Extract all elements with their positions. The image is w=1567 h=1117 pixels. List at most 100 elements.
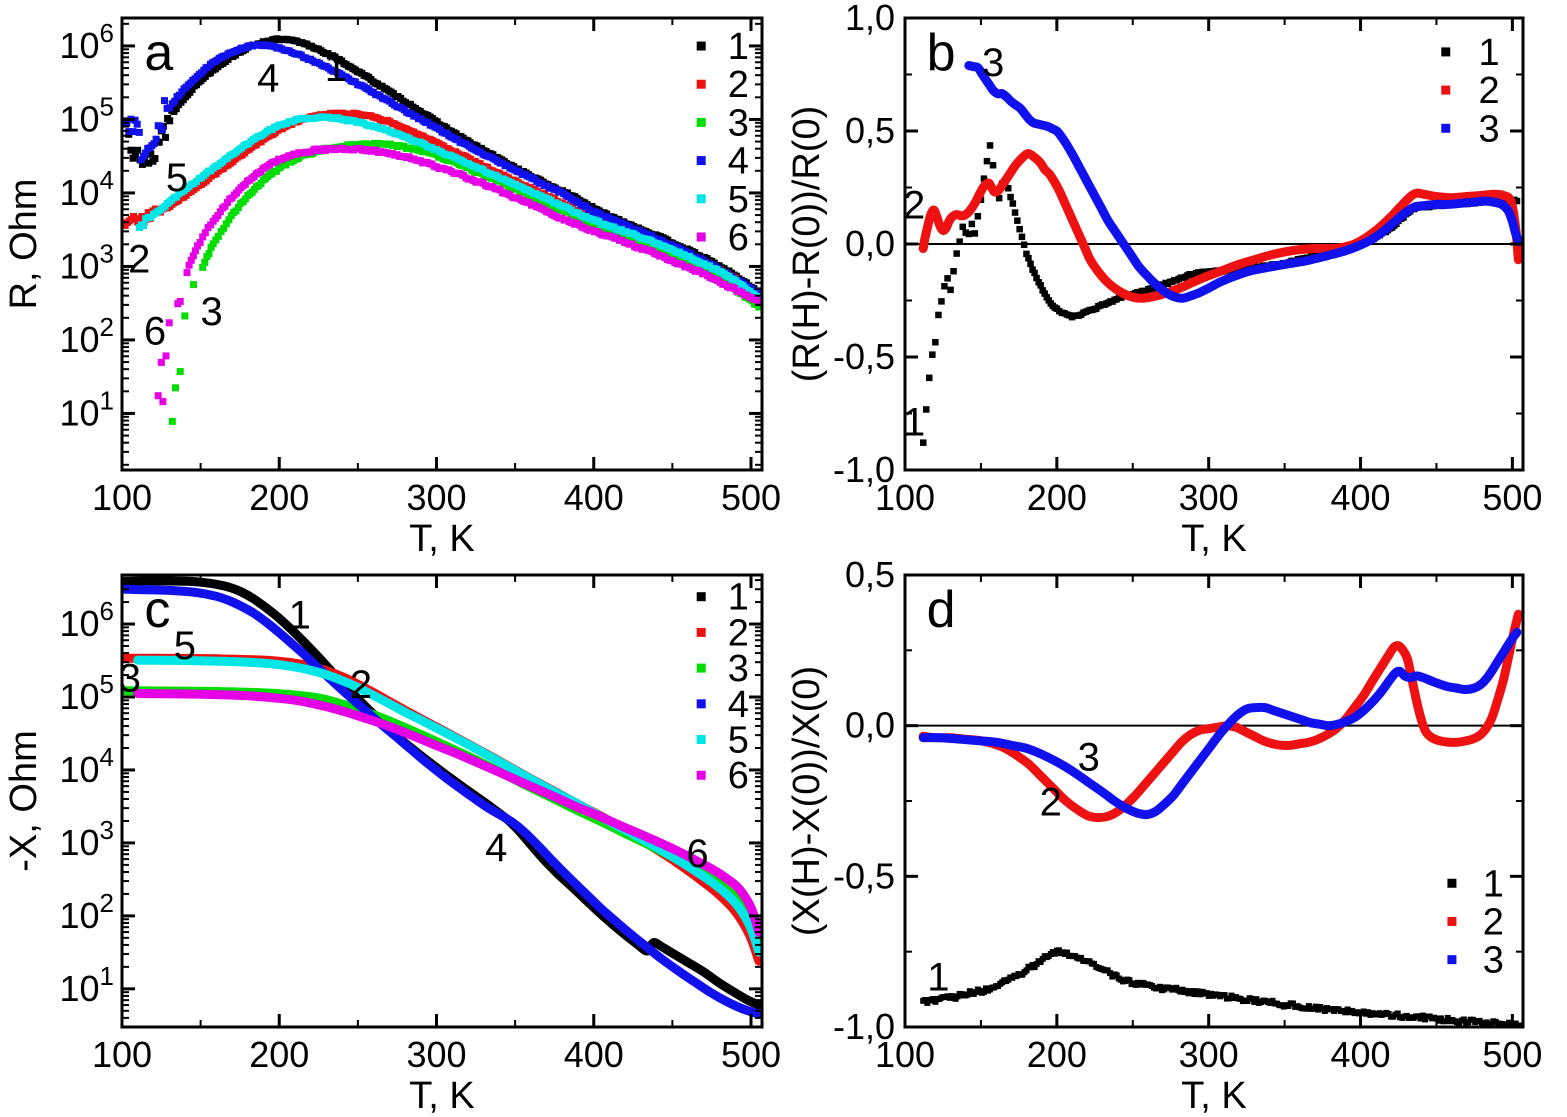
- y-axis: 0,5 0,0 -0,5 -1,0 (X(H)-X(0))/X(0): [786, 554, 895, 1047]
- x-tick-label: 500: [721, 1034, 781, 1075]
- y-axis-title: -X, Ohm: [3, 730, 45, 871]
- y-tick-label: 101: [59, 961, 114, 1009]
- axes-ticks: [903, 16, 1523, 472]
- plot-frame: [120, 573, 764, 1029]
- y-axis-title: (X(H)-X(0))/X(0): [786, 666, 828, 936]
- y-tick-label: 0,5: [845, 558, 895, 595]
- legend-marker-6: [696, 770, 706, 780]
- legend-label-1: 1: [1483, 863, 1504, 905]
- y-axis: 101 102 103 104 105 106 -X, Ohm: [3, 596, 114, 1009]
- legend-marker-2: [1447, 916, 1457, 926]
- legend-label-6: 6: [728, 217, 749, 259]
- y-axis: 1,0 0,5 0,0 -0,5 -1,0 (R(H)-R(0))/R(0): [786, 0, 895, 490]
- panel-a-chart: 100 200 300 400 500 T, K 101 102 103 104 105 106 R, …: [3, 16, 781, 560]
- curve-label-1: 1: [903, 401, 925, 445]
- series-2-curve: [122, 653, 762, 966]
- x-tick-label: 100: [875, 477, 935, 518]
- legend-label-2: 2: [1478, 70, 1499, 112]
- series-5-markers: [135, 113, 762, 303]
- panel-letter-a: a: [144, 24, 173, 82]
- y-tick-label: -0,5: [833, 855, 895, 896]
- plot-area-a: [122, 35, 762, 425]
- x-tick-label: 400: [564, 1034, 624, 1075]
- panel-letter-c: c: [144, 581, 170, 639]
- panel-b: 100 200 300 400 500 T, K 1,0 0,5 0,0 -0,5 -1,0 (R(H…: [783, 0, 1567, 563]
- x-tick-label: 100: [92, 477, 152, 518]
- legend-label-2: 2: [728, 612, 749, 654]
- x-tick-label: 300: [1179, 477, 1239, 518]
- legend-marker-1: [696, 592, 706, 602]
- legend-marker-3: [696, 117, 706, 127]
- legend-label-1: 1: [728, 577, 749, 619]
- y-tick-label: 101: [59, 385, 114, 433]
- legend-label-3: 3: [1478, 108, 1499, 150]
- x-axis-title: T, K: [1181, 1075, 1246, 1117]
- x-tick-label: 100: [92, 1034, 152, 1075]
- y-axis-title: (R(H)-R(0))/R(0): [786, 106, 828, 382]
- y-tick-label: 106: [59, 596, 114, 644]
- legend-marker-4: [696, 156, 706, 166]
- legend-label-1: 1: [728, 26, 749, 68]
- curve-label-1: 1: [325, 46, 347, 90]
- curve-label-3: 3: [982, 41, 1004, 85]
- plot-area-b: [905, 61, 1523, 446]
- y-tick-label: 105: [59, 91, 114, 139]
- annotations: 3 2 1: [903, 41, 1004, 444]
- x-tick-label: 200: [249, 1034, 309, 1075]
- legend-marker-1: [1447, 878, 1457, 888]
- x-tick-label: 200: [1027, 477, 1087, 518]
- series-2-curve: [918, 609, 1523, 823]
- y-tick-label: -1,0: [833, 449, 895, 490]
- plot-area-d: [905, 609, 1523, 1027]
- panel-c: 100 200 300 400 500 T, K 101 102 103 104 105 106 -X,…: [0, 558, 783, 1117]
- series-2-markers: [122, 109, 762, 300]
- legend-marker-6: [696, 232, 706, 242]
- axes-ticks: [903, 573, 1523, 1029]
- series-5-curve: [133, 655, 762, 957]
- panel-b-chart: 100 200 300 400 500 T, K 1,0 0,5 0,0 -0,5 -1,0 (R(H…: [786, 0, 1542, 560]
- x-tick-label: 500: [721, 477, 781, 518]
- y-tick-label: 103: [59, 238, 114, 286]
- x-tick-label: 300: [406, 1034, 466, 1075]
- legend-label-1: 1: [1478, 32, 1499, 74]
- legend-marker-3: [1441, 123, 1451, 133]
- legend-marker-2: [1441, 85, 1451, 95]
- legend-marker-5: [696, 735, 706, 745]
- y-tick-label: 106: [59, 18, 114, 66]
- legend-marker-3: [1447, 955, 1457, 965]
- legend-marker-1: [1441, 47, 1451, 57]
- x-axis: 100 200 300 400 500 T, K: [92, 1034, 781, 1117]
- curve-label-2: 2: [1040, 781, 1062, 825]
- axes-ticks: [120, 575, 762, 1028]
- x-axis-title: T, K: [409, 518, 474, 558]
- x-axis-title: T, K: [1181, 518, 1246, 558]
- legend-label-3: 3: [1483, 940, 1504, 982]
- x-tick-label: 300: [406, 477, 466, 518]
- legend-marker-5: [696, 194, 706, 204]
- legend-label-4: 4: [728, 684, 749, 726]
- series-3-curve: [918, 627, 1522, 820]
- x-tick-label: 400: [564, 477, 624, 518]
- y-axis-title: R, Ohm: [3, 179, 45, 310]
- legend-label-5: 5: [728, 179, 749, 221]
- panel-letter-b: b: [927, 24, 956, 82]
- curve-label-1: 1: [927, 955, 949, 999]
- x-axis: 100 200 300 400 500 T, K: [875, 477, 1542, 560]
- x-tick-label: 200: [1027, 1034, 1087, 1075]
- x-tick-label: 400: [1330, 477, 1390, 518]
- series-1-curve: [122, 576, 762, 1010]
- x-axis-title: T, K: [409, 1075, 474, 1117]
- y-tick-label: 0,0: [845, 705, 895, 746]
- x-axis: 100 200 300 400 500 T, K: [92, 477, 781, 560]
- legend-label-4: 4: [728, 141, 749, 183]
- series-2-curve: [918, 149, 1523, 303]
- curve-label-3: 3: [1078, 735, 1100, 779]
- curve-label-2: 2: [350, 663, 372, 707]
- curve-label-3: 3: [119, 656, 141, 700]
- y-tick-label: 1,0: [845, 0, 895, 38]
- legend-label-2: 2: [728, 64, 749, 106]
- y-tick-label: -0,5: [833, 336, 895, 377]
- x-tick-label: 200: [249, 477, 309, 518]
